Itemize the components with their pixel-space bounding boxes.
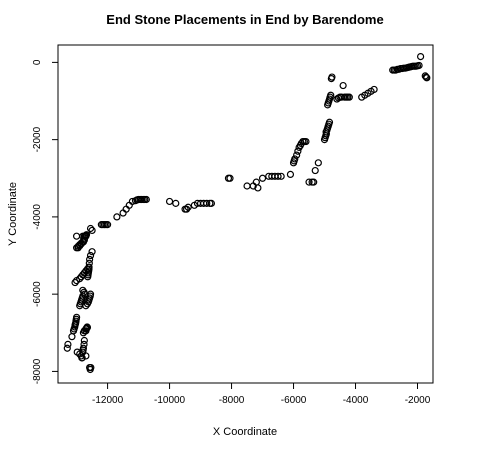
data-point (82, 352, 90, 360)
data-point (294, 147, 302, 155)
data-point (314, 159, 322, 167)
x-tick-label: -10000 (154, 395, 186, 406)
chart-title: End Stone Placements in End by Barendome (106, 12, 383, 27)
x-tick-label: -6000 (281, 395, 307, 406)
data-point (72, 232, 81, 240)
data-point (184, 203, 192, 211)
data-point (142, 195, 150, 204)
data-point (71, 278, 79, 287)
data-point (291, 155, 299, 163)
data-point (103, 221, 112, 229)
data-point (415, 61, 423, 70)
data-point (86, 224, 95, 233)
data-point (243, 182, 251, 190)
y-tick-label: -6000 (32, 281, 43, 307)
y-axis: 0 -2000 -4000 -6000 -8000 (32, 59, 58, 384)
data-point (86, 251, 95, 260)
plot-frame (57, 44, 434, 384)
data-points (63, 52, 431, 374)
data-point (183, 205, 191, 213)
data-point (79, 344, 88, 352)
x-axis-label: X Coordinate (213, 426, 277, 438)
x-axis: -12000 -10000 -8000 -6000 -4000 -2000 (92, 383, 431, 406)
data-point (82, 324, 91, 332)
x-tick-label: -12000 (92, 395, 124, 406)
x-tick-label: -2000 (405, 395, 431, 406)
data-point (72, 313, 81, 321)
data-point (113, 213, 121, 221)
data-point (254, 184, 262, 192)
data-point (421, 72, 429, 80)
data-point (274, 172, 282, 180)
data-point (82, 232, 90, 240)
data-point (345, 93, 353, 101)
data-point (305, 178, 313, 186)
data-point (87, 363, 95, 372)
data-point (325, 118, 334, 126)
data-point (258, 174, 267, 182)
y-tick-label: 0 (32, 59, 43, 65)
data-point (85, 263, 93, 271)
data-point (165, 197, 174, 206)
data-point (302, 137, 310, 146)
data-point (80, 336, 88, 345)
y-tick-label: -8000 (32, 358, 43, 384)
data-point (370, 85, 378, 94)
data-point (83, 323, 92, 331)
data-point (80, 236, 88, 244)
data-point (80, 340, 88, 348)
data-point (207, 199, 216, 207)
data-point (79, 292, 87, 300)
data-point (64, 340, 72, 348)
x-tick-label: -4000 (343, 395, 369, 406)
data-point (172, 199, 180, 207)
data-point (63, 344, 71, 352)
data-point (68, 333, 76, 341)
data-point (328, 73, 336, 81)
y-tick-label: -2000 (32, 126, 43, 152)
y-axis-label: Y Coordinate (7, 182, 19, 246)
data-point (327, 91, 335, 99)
data-point (293, 151, 301, 159)
data-point (128, 197, 136, 206)
data-point (226, 174, 234, 182)
data-point (286, 170, 295, 179)
data-point (88, 248, 96, 256)
data-point (203, 199, 211, 207)
data-point (86, 255, 94, 263)
data-point (83, 265, 92, 273)
y-tick-label: -4000 (32, 204, 43, 230)
data-point (339, 81, 347, 90)
data-point (88, 226, 96, 235)
data-point (311, 166, 319, 175)
data-point (417, 52, 425, 61)
data-point (423, 74, 431, 82)
data-point (310, 178, 318, 186)
data-point (277, 172, 285, 180)
x-tick-label: -8000 (219, 395, 245, 406)
